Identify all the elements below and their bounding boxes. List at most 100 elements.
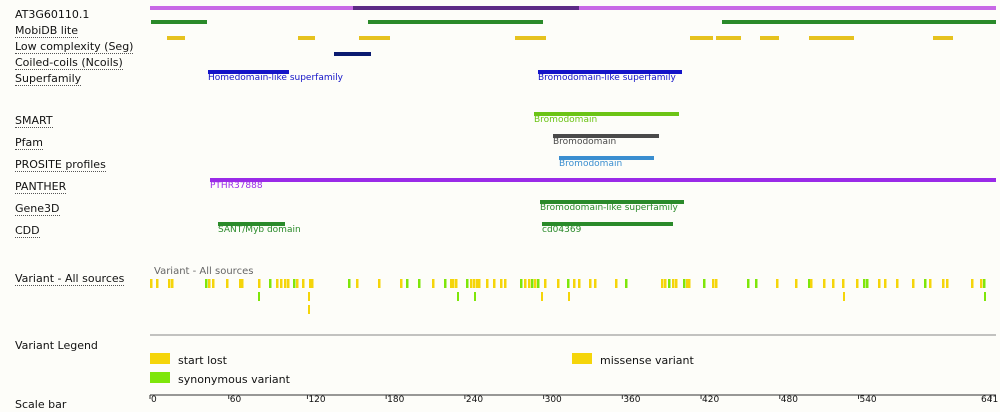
variant-marker[interactable] bbox=[578, 279, 581, 288]
variant-marker[interactable] bbox=[544, 279, 547, 288]
track-label-coiled-coils[interactable]: Coiled-coils (Ncoils) bbox=[15, 56, 123, 70]
variant-marker[interactable] bbox=[795, 279, 798, 288]
variant-marker[interactable] bbox=[557, 279, 560, 288]
variant-marker[interactable] bbox=[672, 279, 675, 288]
variant-marker[interactable] bbox=[541, 292, 543, 301]
track-label-smart[interactable]: SMART bbox=[15, 114, 53, 128]
low-complexity-feature[interactable] bbox=[933, 36, 953, 40]
variant-marker[interactable] bbox=[971, 279, 974, 288]
mobidb-feature[interactable] bbox=[151, 20, 207, 24]
variant-marker[interactable] bbox=[473, 279, 476, 288]
variant-marker[interactable] bbox=[455, 279, 458, 288]
variant-marker[interactable] bbox=[712, 279, 715, 288]
variant-marker[interactable] bbox=[983, 279, 986, 288]
variant-marker[interactable] bbox=[683, 279, 686, 288]
variant-marker[interactable] bbox=[942, 279, 945, 288]
track-label-cdd[interactable]: CDD bbox=[15, 224, 40, 238]
variant-marker[interactable] bbox=[715, 279, 718, 288]
variant-marker[interactable] bbox=[625, 279, 628, 288]
variant-marker[interactable] bbox=[470, 279, 473, 288]
variant-marker[interactable] bbox=[589, 279, 592, 288]
variant-marker[interactable] bbox=[675, 279, 678, 288]
track-label-gene3d[interactable]: Gene3D bbox=[15, 202, 60, 216]
low-complexity-feature[interactable] bbox=[690, 36, 713, 40]
variant-marker[interactable] bbox=[348, 279, 351, 288]
variant-marker[interactable] bbox=[843, 292, 845, 301]
pfam-feature-bromodomain[interactable] bbox=[553, 134, 659, 138]
variant-marker[interactable] bbox=[308, 305, 310, 314]
protein-bar-highlight[interactable] bbox=[353, 6, 579, 10]
variant-marker[interactable] bbox=[842, 279, 845, 288]
gene3d-feature-bromodomain[interactable] bbox=[540, 200, 684, 204]
variant-marker[interactable] bbox=[156, 279, 159, 288]
variant-marker[interactable] bbox=[452, 279, 455, 288]
variant-marker[interactable] bbox=[856, 279, 859, 288]
variant-marker[interactable] bbox=[150, 279, 153, 288]
low-complexity-feature[interactable] bbox=[760, 36, 779, 40]
track-label-superfamily[interactable]: Superfamily bbox=[15, 72, 82, 86]
variant-marker[interactable] bbox=[258, 279, 261, 288]
superfamily-feature-homeodomain[interactable] bbox=[208, 70, 289, 74]
cdd-feature-sant-myb[interactable] bbox=[218, 222, 285, 226]
variant-marker[interactable] bbox=[755, 279, 758, 288]
variant-marker[interactable] bbox=[878, 279, 881, 288]
variant-marker[interactable] bbox=[668, 279, 671, 288]
variant-marker[interactable] bbox=[226, 279, 229, 288]
variant-marker[interactable] bbox=[866, 279, 869, 288]
low-complexity-feature[interactable] bbox=[167, 36, 185, 40]
variant-marker[interactable] bbox=[615, 279, 618, 288]
variant-marker[interactable] bbox=[500, 279, 503, 288]
variant-marker[interactable] bbox=[478, 279, 481, 288]
variant-marker[interactable] bbox=[486, 279, 489, 288]
variant-marker[interactable] bbox=[258, 292, 260, 301]
variant-marker[interactable] bbox=[280, 279, 283, 288]
variant-marker[interactable] bbox=[703, 279, 706, 288]
variant-marker[interactable] bbox=[832, 279, 835, 288]
variant-marker[interactable] bbox=[378, 279, 381, 288]
variant-marker[interactable] bbox=[205, 279, 208, 288]
variant-marker[interactable] bbox=[466, 279, 469, 288]
variant-marker[interactable] bbox=[418, 279, 421, 288]
variant-marker[interactable] bbox=[457, 292, 459, 301]
track-label-prosite[interactable]: PROSITE profiles bbox=[15, 158, 106, 172]
variant-marker[interactable] bbox=[293, 279, 296, 288]
variant-marker[interactable] bbox=[810, 279, 813, 288]
variant-marker[interactable] bbox=[776, 279, 779, 288]
variant-marker[interactable] bbox=[450, 279, 453, 288]
variant-marker[interactable] bbox=[924, 279, 927, 288]
variant-marker[interactable] bbox=[276, 279, 279, 288]
variant-marker[interactable] bbox=[493, 279, 496, 288]
variant-marker[interactable] bbox=[287, 279, 290, 288]
variant-marker[interactable] bbox=[929, 279, 932, 288]
variant-marker[interactable] bbox=[284, 279, 287, 288]
track-label-panther[interactable]: PANTHER bbox=[15, 180, 67, 194]
variant-marker[interactable] bbox=[311, 279, 314, 288]
variant-marker[interactable] bbox=[531, 279, 534, 288]
variant-marker[interactable] bbox=[171, 279, 174, 288]
mobidb-feature[interactable] bbox=[722, 20, 996, 24]
variant-marker[interactable] bbox=[504, 279, 507, 288]
panther-feature[interactable] bbox=[210, 178, 996, 182]
low-complexity-feature[interactable] bbox=[716, 36, 741, 40]
low-complexity-feature[interactable] bbox=[298, 36, 315, 40]
variant-marker[interactable] bbox=[912, 279, 915, 288]
variant-marker[interactable] bbox=[528, 279, 531, 288]
variant-marker[interactable] bbox=[661, 279, 664, 288]
variant-marker[interactable] bbox=[296, 279, 299, 288]
variant-marker[interactable] bbox=[444, 279, 447, 288]
cdd-feature-cd04369[interactable] bbox=[542, 222, 673, 226]
variant-marker[interactable] bbox=[980, 279, 983, 288]
variant-marker[interactable] bbox=[269, 279, 272, 288]
superfamily-feature-bromodomain[interactable] bbox=[538, 70, 682, 74]
variant-marker[interactable] bbox=[747, 279, 750, 288]
variant-marker[interactable] bbox=[823, 279, 826, 288]
track-label-variants[interactable]: Variant - All sources bbox=[15, 272, 125, 286]
variant-marker[interactable] bbox=[946, 279, 949, 288]
variant-marker[interactable] bbox=[239, 279, 242, 288]
variant-marker[interactable] bbox=[573, 279, 576, 288]
variant-marker[interactable] bbox=[567, 279, 570, 288]
variant-marker[interactable] bbox=[686, 279, 689, 288]
variant-marker[interactable] bbox=[664, 279, 667, 288]
variant-marker[interactable] bbox=[309, 279, 312, 288]
variant-marker[interactable] bbox=[534, 279, 537, 288]
